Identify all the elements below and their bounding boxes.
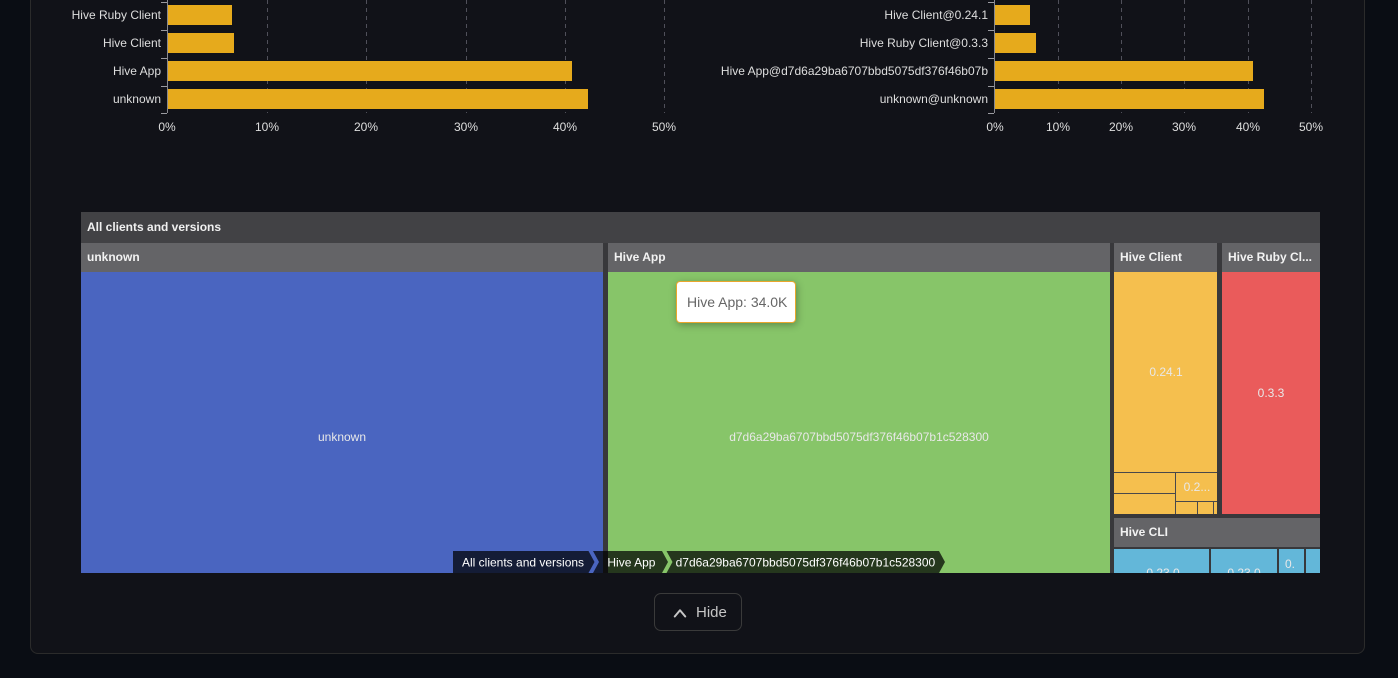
svg-text:All clients and versions: All clients and versions (462, 556, 584, 570)
svg-text:Hive App: Hive App (607, 556, 655, 570)
svg-text:d7d6a29ba6707bbd5075df376f46b0: d7d6a29ba6707bbd5075df376f46b07b1c528300 (676, 556, 936, 570)
